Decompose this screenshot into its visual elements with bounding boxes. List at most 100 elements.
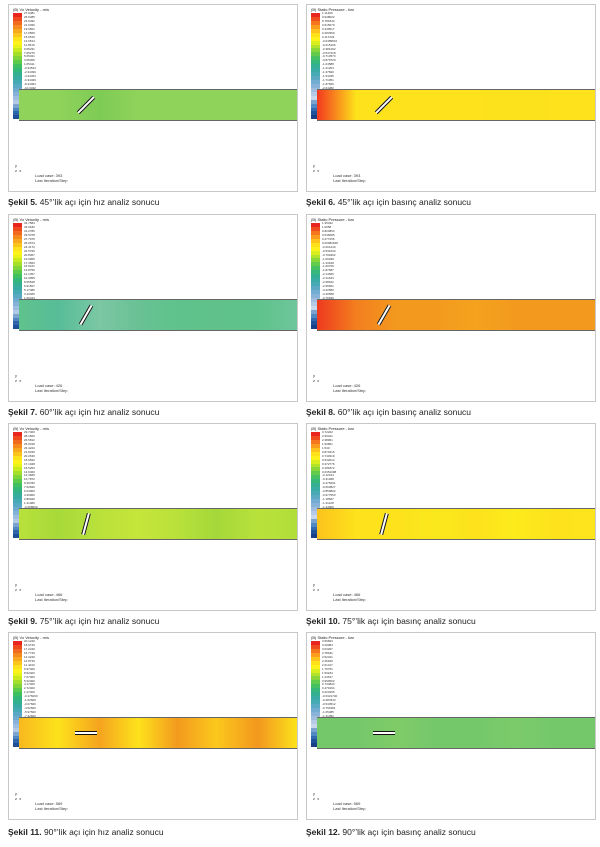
color-swatch: [13, 518, 22, 523]
color-swatch: [13, 103, 22, 108]
scale-tick-label: 0.0351098: [322, 469, 337, 474]
scale-tick-label: -0.977563: [322, 493, 336, 498]
color-swatch: [13, 656, 22, 661]
color-swatch: [13, 234, 22, 239]
scale-tick-label: 2.89020: [24, 497, 35, 502]
color-swatch: [13, 309, 22, 314]
color-swatch: [13, 641, 22, 645]
color-swatch: [311, 688, 320, 693]
iteration-step: Last Iteration/Step: [333, 388, 366, 393]
scale-tick-label: 2.52341: [322, 654, 333, 659]
scale-tick-label: -0.261240: [322, 244, 336, 249]
color-swatch: [311, 530, 320, 535]
scale-tick-label: -1.31128: [322, 501, 334, 506]
color-swatch: [311, 467, 320, 472]
color-swatch: [311, 68, 320, 73]
scale-tick-label: -0.547418: [322, 50, 336, 55]
color-swatch: [311, 309, 320, 314]
axis-x-label: z x: [15, 587, 22, 592]
color-swatch: [13, 672, 22, 677]
scale-tick-label: -0.268600: [24, 505, 38, 510]
scale-tick-label: 3.29084: [322, 642, 333, 647]
color-swatch: [311, 301, 320, 306]
color-swatch: [311, 692, 320, 697]
scale-tick-label: 20.1240: [24, 639, 35, 643]
load-case-info: Load case: 426 Last Iteration/Step: [333, 383, 365, 393]
scale-tick-label: 0.479164: [322, 686, 335, 691]
figure-5-caption: Şekil 5. 45°’lik açı için hız analiz son…: [8, 197, 159, 207]
scale-tick-label: 27.7976: [24, 236, 35, 241]
scale-tick-label: -0.850802: [322, 489, 336, 494]
color-swatch: [13, 696, 22, 701]
scale-tick-label: -1.60709: [322, 264, 334, 269]
color-swatch: [13, 270, 22, 275]
color-scale-bar: [311, 432, 320, 539]
load-case: Load case: 466: [333, 592, 361, 597]
flow-channel: [19, 89, 297, 121]
scale-tick-label: -2.34499: [24, 70, 36, 75]
color-swatch: [311, 463, 320, 468]
caption-text: 90°’lik açı için basınç analiz sonucu: [342, 827, 476, 837]
color-swatch: [311, 56, 320, 61]
scale-tick-label: 26.0574: [24, 240, 35, 245]
scale-tick-label: -2.68622: [322, 280, 334, 285]
color-swatch: [13, 56, 22, 61]
color-swatch: [13, 230, 22, 235]
color-swatch: [311, 266, 320, 271]
scale-tick-label: 2.93441: [322, 433, 333, 438]
caption-label: Şekil 10.: [306, 616, 341, 626]
color-swatch: [311, 660, 320, 665]
color-swatch: [311, 234, 320, 239]
color-swatch: [13, 676, 22, 681]
scale-tick-label: 13.8759: [24, 268, 35, 273]
iteration-step: Last Iteration/Step: [333, 178, 366, 183]
caption-text: 60°’lik açı için basınç analiz sonucu: [337, 407, 472, 417]
figure-10-caption: Şekil 10. 75°’lik açı için basınç analiz…: [306, 616, 476, 626]
channel-bottom-wall: [19, 748, 297, 749]
color-swatch: [13, 223, 22, 227]
scale-tick-label: 15.6510: [24, 34, 35, 39]
color-swatch: [311, 664, 320, 669]
channel-bottom-wall: [317, 748, 595, 749]
color-swatch: [13, 107, 22, 112]
color-swatch: [311, 254, 320, 259]
channel-top-wall: [317, 717, 595, 718]
scale-tick-label: 15.5254: [24, 465, 35, 470]
color-swatch: [13, 479, 22, 484]
color-swatch: [311, 656, 320, 661]
scale-tick-label: 21.6496: [24, 22, 35, 27]
color-swatch: [13, 467, 22, 472]
color-swatch: [311, 727, 320, 732]
color-swatch: [311, 24, 320, 29]
color-swatch: [13, 274, 22, 279]
flow-channel: [317, 299, 595, 331]
color-swatch: [311, 115, 320, 120]
channel-bottom-wall: [317, 330, 595, 331]
scale-tick-label: 12.1357: [24, 272, 35, 277]
figure-9-caption: Şekil 9. 75°’lik açı için hız analiz son…: [8, 616, 159, 626]
color-swatch: [13, 502, 22, 507]
scale-tick-label: 12.3666: [24, 473, 35, 478]
color-swatch: [311, 274, 320, 279]
scale-tick-label: -1.31052: [322, 714, 337, 719]
scale-tick-label: 1.31080: [24, 501, 35, 506]
color-swatch: [13, 648, 22, 653]
color-swatch: [311, 534, 320, 539]
scale-tick-label: 1.69444: [24, 296, 39, 301]
figure-12-caption: Şekil 12. 90°’lik açı için basınç analiz…: [306, 827, 476, 837]
color-swatch: [13, 36, 22, 41]
color-swatch: [311, 704, 320, 708]
scale-tick-label: -0.713573: [322, 54, 336, 59]
color-swatch: [311, 32, 320, 37]
scale-tick-label: 5.17486: [24, 288, 35, 293]
iteration-step: Last Iteration/Step: [35, 388, 68, 393]
color-swatch: [13, 711, 22, 716]
scale-tick-label: -1.62600: [24, 698, 36, 703]
color-swatch: [311, 435, 320, 440]
load-case-info: Load case: 393 Last Iteration/Step: [35, 173, 67, 183]
scale-tick-label: 0.734833: [322, 682, 335, 687]
figure-6-caption: Şekil 6. 45°’lik açı için basınç analiz …: [306, 197, 471, 207]
color-swatch: [311, 28, 320, 33]
